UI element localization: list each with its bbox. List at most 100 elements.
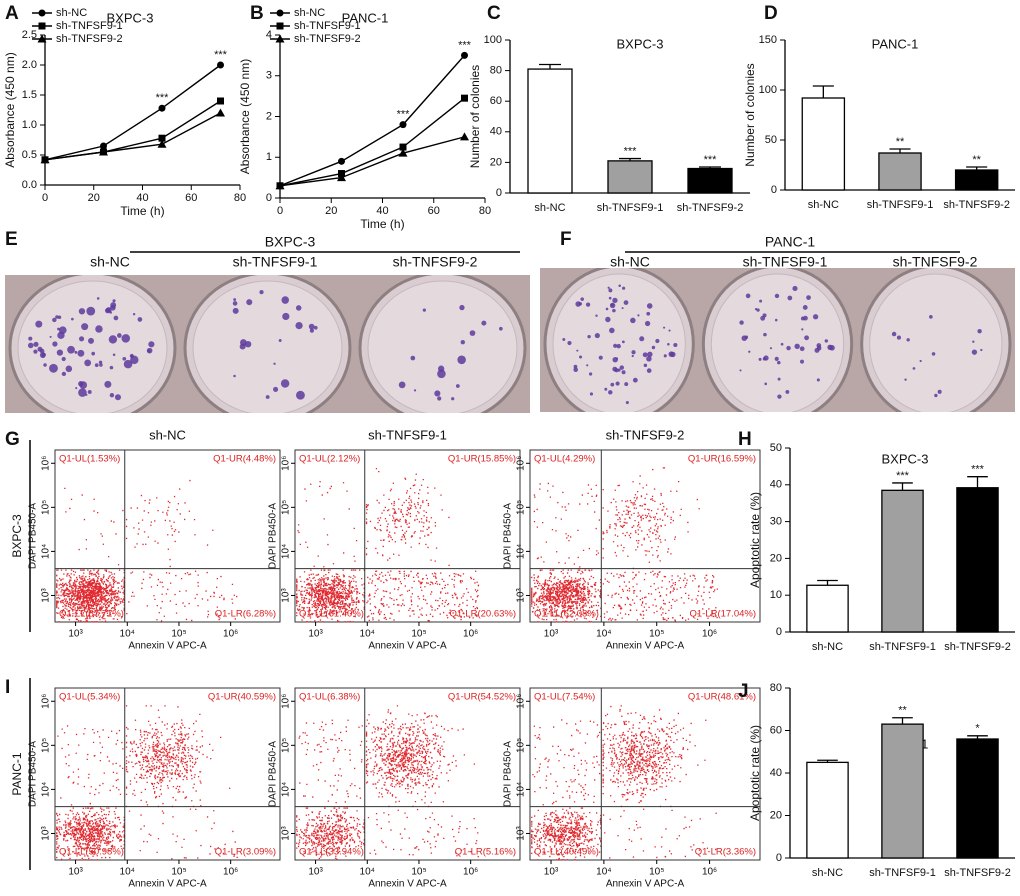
chart-title: PANC-1 [872, 36, 919, 51]
colony [580, 297, 584, 301]
colony [594, 333, 600, 339]
y-tick-label: 10³ [281, 588, 292, 603]
colony [643, 363, 648, 368]
y-axis-label: DAPI PB450-A [268, 741, 279, 807]
colony [39, 352, 46, 359]
colony [896, 335, 901, 340]
x-tick-label: 10⁴ [596, 629, 611, 640]
colony [84, 359, 92, 367]
colony [624, 382, 629, 387]
x-tick-label: 40 [376, 205, 388, 217]
colony [816, 378, 820, 382]
colony [130, 355, 139, 365]
colony [52, 341, 58, 347]
colony [49, 363, 58, 373]
y-axis-label: Number of colonies [743, 63, 757, 166]
colony [132, 313, 136, 316]
colony [499, 326, 503, 331]
colony [668, 329, 671, 332]
legend-marker [38, 9, 46, 17]
series-line [44, 100, 221, 161]
colony [147, 349, 151, 353]
panel-letter: D [764, 3, 778, 24]
point [461, 94, 468, 102]
colony [971, 349, 978, 355]
colony [28, 336, 33, 341]
colony [137, 317, 143, 322]
colony [904, 378, 907, 381]
point [337, 173, 346, 182]
x-tick-label: 40 [136, 192, 148, 204]
x-tick-label: 60 [185, 192, 197, 204]
y-tick-label: 20 [770, 552, 782, 564]
x-tick-label: 0 [277, 205, 283, 217]
legend-marker [38, 22, 46, 30]
colony [587, 334, 591, 339]
colony [148, 341, 155, 348]
x-tick-label: 10⁴ [596, 867, 611, 878]
colony [410, 355, 416, 361]
y-tick-label: 40 [770, 479, 782, 491]
quadrant-label: Q1-LL(50.98%) [59, 847, 124, 858]
series-line [279, 97, 465, 187]
colony [673, 342, 678, 348]
legend-label: sh-TNFSF9-1 [56, 20, 123, 32]
bar [607, 160, 653, 194]
colony [762, 357, 767, 361]
panel-letter: B [250, 3, 264, 24]
event-dots [296, 807, 365, 860]
colony [609, 327, 615, 334]
colony [98, 360, 103, 365]
colony [567, 340, 572, 346]
x-axis-label: Time (h) [360, 217, 404, 231]
point [399, 121, 407, 129]
x-tick-label: 10⁶ [223, 867, 238, 878]
colony [114, 394, 121, 401]
chart-title: PANC-1 [342, 10, 389, 25]
point [157, 139, 167, 148]
x-tick-label: 20 [325, 205, 337, 217]
colony [259, 289, 264, 295]
column-label: sh-TNFSF9-2 [893, 254, 978, 270]
y-tick-label: 10⁴ [516, 782, 527, 797]
column-label: sh-TNFSF9-1 [743, 254, 828, 270]
colony [612, 297, 618, 304]
colony [61, 371, 67, 377]
colony [81, 323, 89, 331]
event-dots [602, 570, 718, 622]
y-tick-label: 10⁵ [281, 500, 292, 515]
colony [573, 364, 578, 369]
x-tick-label: 10⁴ [360, 867, 375, 878]
x-tick-label: 10⁵ [411, 629, 426, 640]
y-tick-label: 100 [484, 34, 502, 46]
panel-letter: J [738, 681, 749, 702]
colony [65, 365, 73, 373]
colony [646, 356, 652, 362]
y-tick-label: 80 [490, 65, 502, 77]
colony [88, 337, 94, 344]
row-label: PANC-1 [10, 752, 24, 795]
legend-marker [276, 9, 284, 17]
y-tick-label: 3 [266, 70, 272, 82]
y-tick-label: 0 [266, 192, 272, 204]
bar [881, 489, 924, 633]
quadrant-label: Q1-UR(40.59%) [208, 692, 276, 703]
colony [94, 363, 99, 368]
significance: *** [971, 464, 985, 476]
legend-marker [275, 34, 285, 43]
quadrant-label: Q1-UL(2.12%) [299, 454, 360, 465]
y-tick-label: 50 [770, 442, 782, 454]
quadrant-label: Q1-LL(61.40%) [299, 609, 364, 620]
colony [608, 288, 613, 293]
x-tick-label: 10⁴ [120, 629, 135, 640]
colony [980, 348, 983, 352]
bar [881, 723, 924, 859]
colony [616, 343, 621, 349]
y-axis-label: DAPI PB450-A [28, 741, 39, 807]
x-axis-label: Annexin V APC-A [606, 641, 685, 652]
panel-letter: I [5, 677, 10, 698]
x-tick-label: 10³ [544, 867, 559, 878]
colony [455, 384, 460, 388]
colony [35, 320, 43, 328]
y-tick-label: 10⁶ [41, 694, 52, 709]
